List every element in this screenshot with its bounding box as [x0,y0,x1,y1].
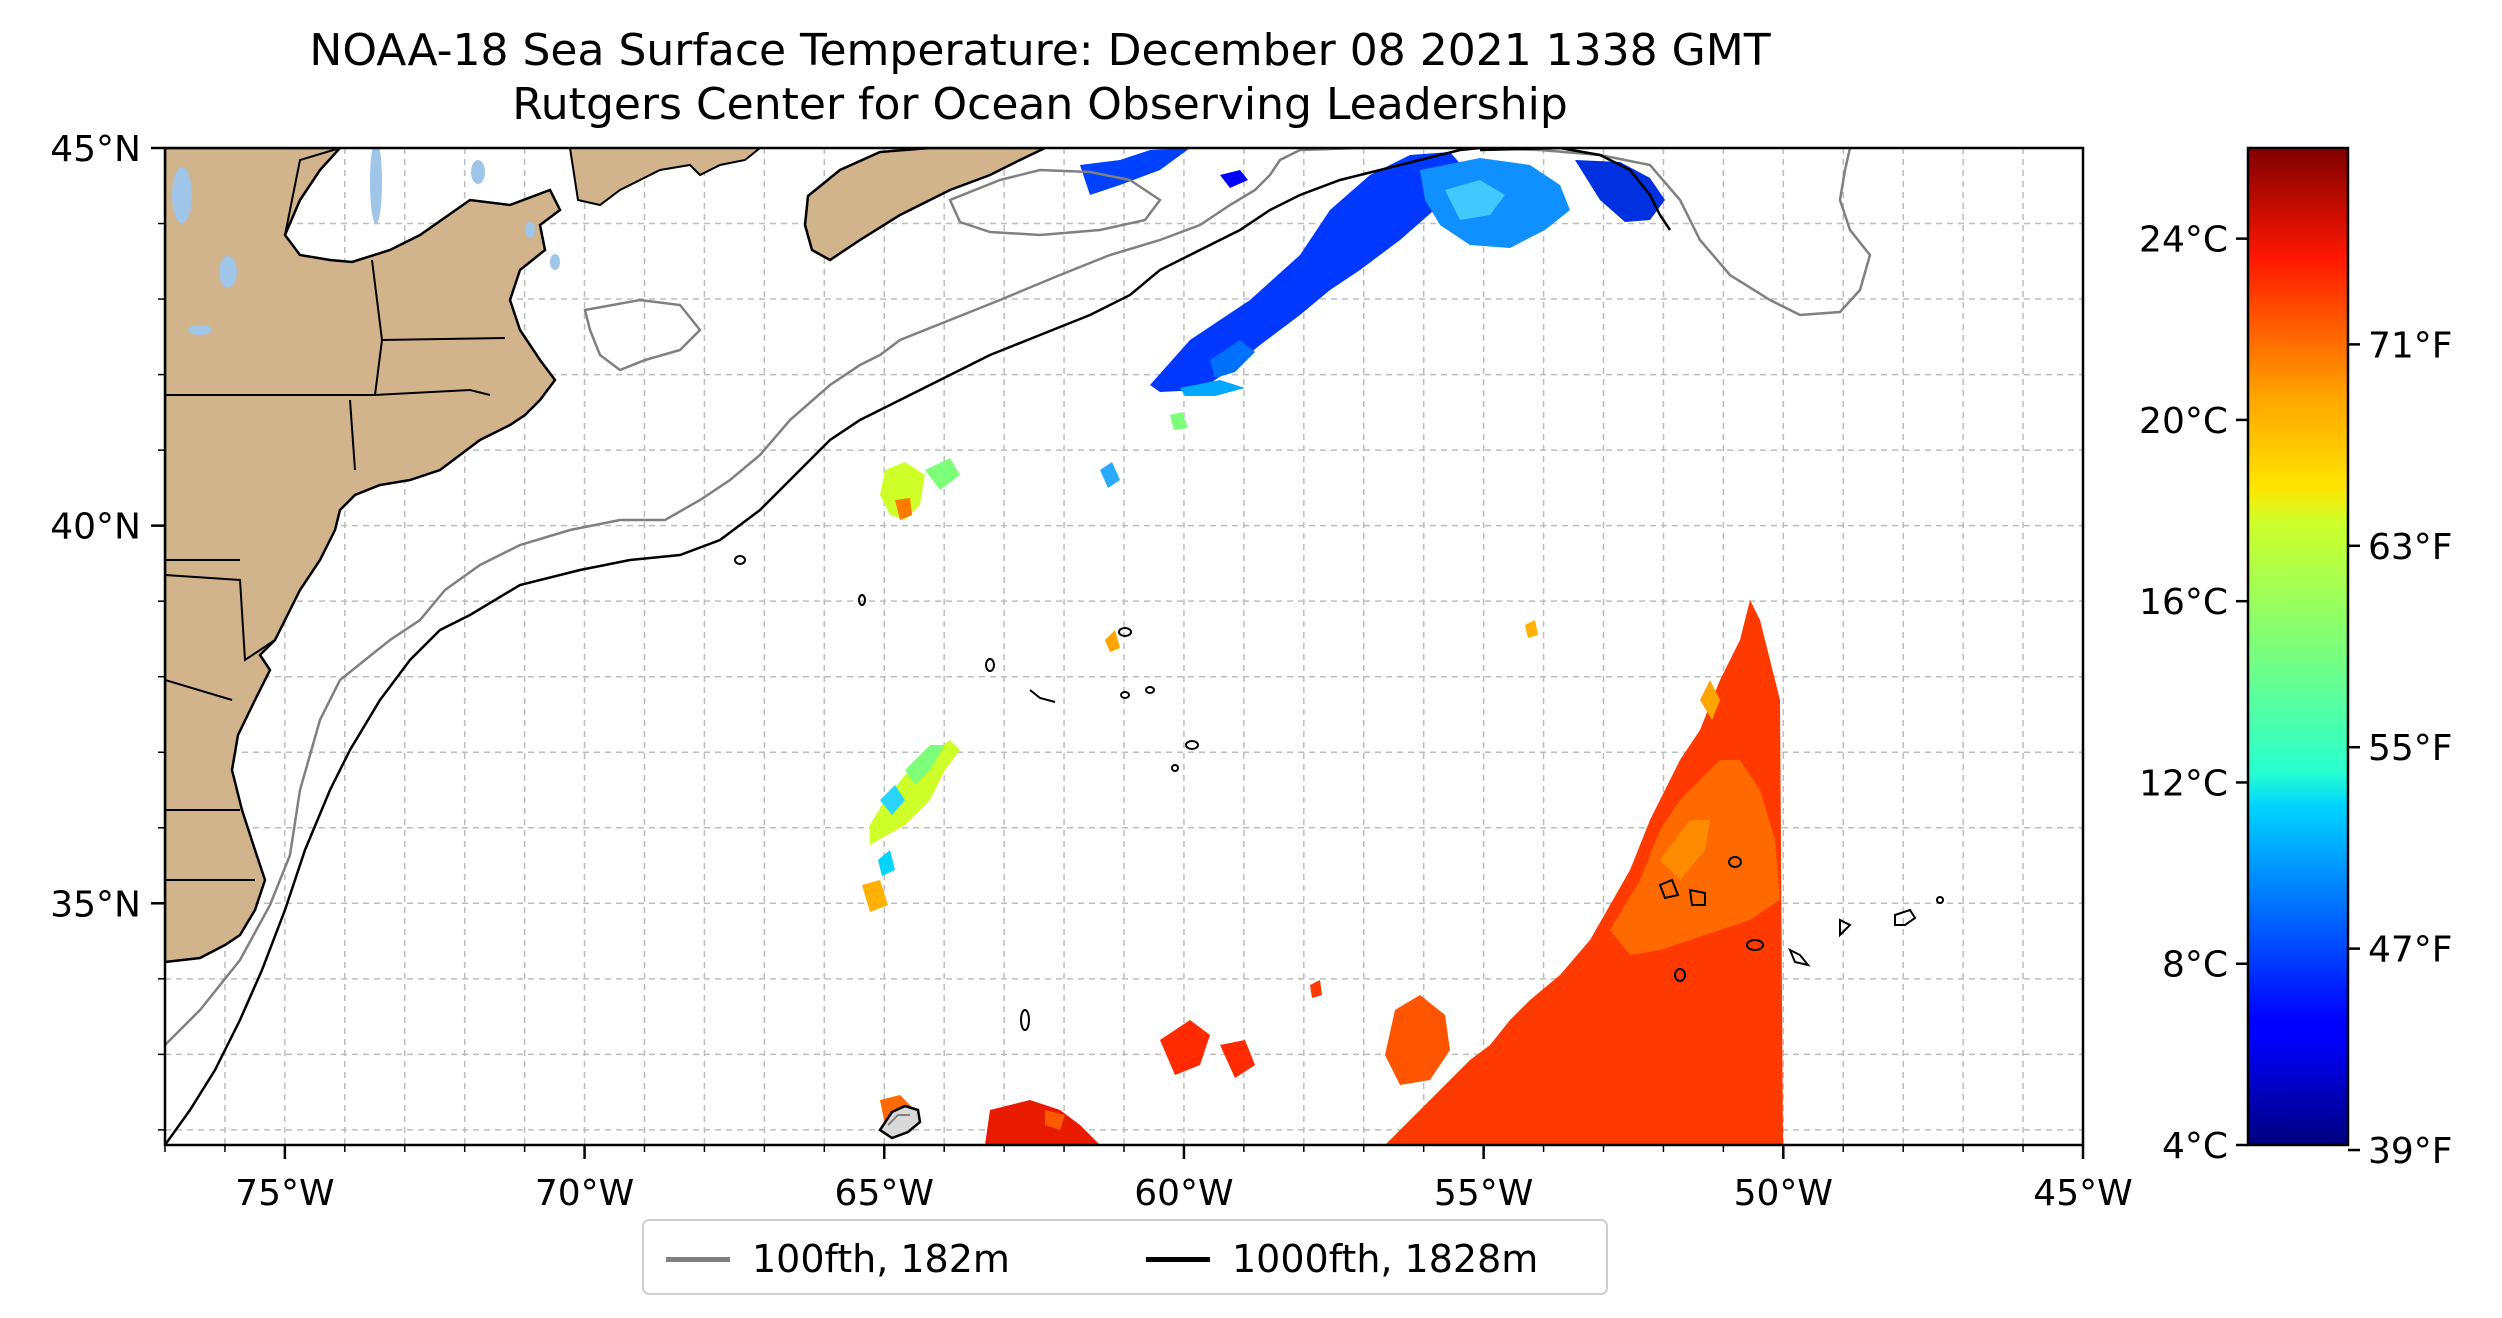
lon-tick-label: 75°W [235,1173,334,1214]
map-title: NOAA-18 Sea Surface Temperature: Decembe… [309,25,1771,76]
seamounts [734,555,1944,1031]
bathymetry-1000fth [165,148,1672,1145]
fahrenheit-tick-label: 39°F [2368,1131,2453,1172]
fahrenheit-tick-label: 63°F [2368,527,2453,568]
celsius-tick-label: 20°C [2139,401,2228,442]
colorbar-gradient [2246,146,2350,1147]
lon-tick-label: 50°W [1734,1173,1833,1214]
lon-tick-label: 45°W [2033,1173,2132,1214]
new-brunswick [568,148,762,207]
sst-data [862,148,1783,1145]
lat-tick-label: 35°N [50,884,141,925]
lon-tick-label: 55°W [1434,1173,1533,1214]
fahrenheit-tick-label: 55°F [2368,728,2453,769]
celsius-tick-label: 8°C [2162,945,2228,986]
lon-tick-label: 65°W [835,1173,934,1214]
colorbar-ticks: 4°C 8°C 12°C 16°C 20°C 24°C 39°F 47°F 55°F 63°F 71… [2139,220,2452,1172]
celsius-tick-label: 24°C [2139,220,2228,261]
land-mass [165,148,562,964]
lakes [172,148,560,335]
colorbar: 4°C 8°C 12°C 16°C 20°C 24°C 39°F 47°F 55°F 63°F 71… [2139,146,2453,1172]
bathymetry-100fth [165,148,1872,1046]
nova-scotia [803,148,1046,262]
depth-legend: 100fth, 182m 1000fth, 1828m [642,1219,1608,1295]
legend-label-1000fth: 1000fth, 1828m [1232,1237,1539,1281]
lon-tick-label: 60°W [1134,1173,1233,1214]
legend-item-100fth: 100fth, 182m [666,1221,1010,1297]
map-subtitle: Rutgers Center for Ocean Observing Leade… [512,79,1568,130]
lat-tick-label: 45°N [50,129,141,170]
bermuda [878,1104,922,1140]
state-borders [165,148,506,881]
map-axes: 75°W 70°W 65°W 60°W 55°W 50°W 45°W 35°N 40°N 45°N [50,129,2132,1214]
legend-label-100fth: 100fth, 182m [752,1237,1010,1281]
celsius-tick-label: 16°C [2139,582,2228,623]
fahrenheit-tick-label: 71°F [2368,325,2453,366]
legend-item-1000fth: 1000fth, 1828m [1146,1221,1538,1297]
lon-tick-label: 70°W [535,1173,634,1214]
legend-line-black [1146,1256,1210,1262]
fahrenheit-tick-label: 47°F [2368,930,2453,971]
lat-tick-label: 40°N [50,507,141,548]
legend-line-gray [666,1256,730,1262]
celsius-tick-label: 12°C [2139,763,2228,804]
celsius-tick-label: 4°C [2162,1126,2228,1167]
